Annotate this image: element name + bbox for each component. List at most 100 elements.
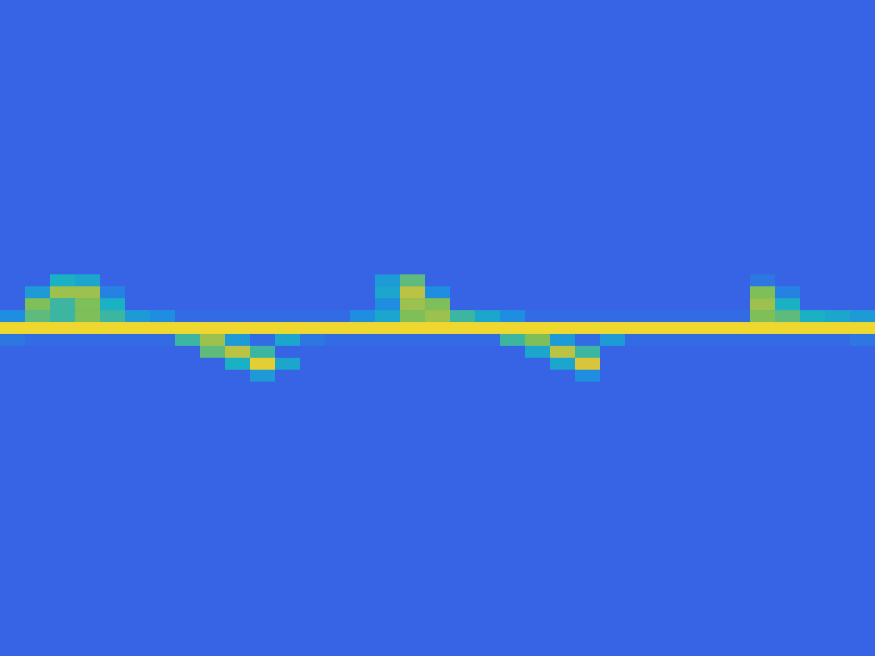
- heatmap-cell: [300, 334, 326, 346]
- heatmap-cell: [425, 274, 451, 286]
- heatmap-cell: [200, 370, 226, 382]
- heatmap-cell: [350, 262, 376, 274]
- heatmap-cell: [275, 370, 301, 382]
- heatmap-cell: [100, 346, 126, 358]
- heatmap-cell: [75, 262, 101, 274]
- heatmap-cell: [525, 298, 551, 310]
- heatmap-cell: [300, 382, 326, 394]
- heatmap-cell: [300, 286, 326, 298]
- heatmap-cell: [175, 346, 201, 358]
- heatmap-cell: [575, 310, 601, 322]
- heatmap-cell: [75, 334, 101, 346]
- heatmap-cell: [400, 382, 426, 394]
- heatmap-cell: [600, 262, 626, 274]
- heatmap-cell: [0, 382, 26, 394]
- heatmap-cell: [75, 286, 101, 298]
- heatmap-cell: [825, 358, 851, 370]
- heatmap-cell: [700, 298, 726, 310]
- heatmap-cell: [325, 298, 351, 310]
- heatmap-cell: [0, 298, 26, 310]
- heatmap-cell: [475, 310, 501, 322]
- heatmap-cell: [0, 262, 26, 274]
- heatmap-cell: [350, 358, 376, 370]
- heatmap-cell: [350, 298, 376, 310]
- heatmap-cell: [200, 322, 226, 334]
- heatmap-cell: [450, 322, 476, 334]
- heatmap-cell: [225, 286, 251, 298]
- heatmap-cell: [700, 262, 726, 274]
- heatmap-cell: [100, 322, 126, 334]
- heatmap-cell: [500, 274, 526, 286]
- heatmap-cell: [500, 358, 526, 370]
- heatmap-cell: [350, 286, 376, 298]
- heatmap-cell: [575, 334, 601, 346]
- heatmap-cell: [325, 346, 351, 358]
- heatmap-cell: [175, 286, 201, 298]
- heatmap-cell: [675, 358, 701, 370]
- heatmap-cell: [325, 358, 351, 370]
- heatmap-cell: [725, 334, 751, 346]
- heatmap-cell: [800, 358, 826, 370]
- heatmap-cell: [200, 274, 226, 286]
- heatmap-cell: [300, 274, 326, 286]
- heatmap-cell: [150, 298, 176, 310]
- heatmap-cell: [0, 370, 26, 382]
- heatmap-cell: [450, 334, 476, 346]
- heatmap-cell: [0, 310, 26, 322]
- heatmap-cell: [700, 334, 726, 346]
- heatmap-cell: [625, 346, 651, 358]
- heatmap-cell: [475, 334, 501, 346]
- heatmap-cell: [750, 334, 776, 346]
- heatmap-cell: [775, 358, 801, 370]
- heatmap-cell: [325, 370, 351, 382]
- heatmap-cell: [400, 322, 426, 334]
- heatmap-cell: [475, 286, 501, 298]
- heatmap-cell: [575, 298, 601, 310]
- heatmap-cell: [775, 334, 801, 346]
- heatmap-cell: [375, 346, 401, 358]
- heatmap-cell: [775, 262, 801, 274]
- heatmap-cell: [250, 286, 276, 298]
- heatmap-cell: [850, 286, 875, 298]
- heatmap-cell: [500, 334, 526, 346]
- heatmap-cell: [550, 298, 576, 310]
- heatmap-cell: [825, 334, 851, 346]
- heatmap-cell: [100, 286, 126, 298]
- chart: [0, 0, 875, 656]
- heatmap-cell: [400, 346, 426, 358]
- heatmap-cell: [600, 310, 626, 322]
- heatmap-cell: [225, 334, 251, 346]
- heatmap-cell: [600, 382, 626, 394]
- heatmap-cell: [675, 322, 701, 334]
- heatmap-cell: [750, 382, 776, 394]
- heatmap-cell: [375, 310, 401, 322]
- heatmap-cell: [125, 382, 151, 394]
- heatmap-cell: [200, 310, 226, 322]
- heatmap-cell: [300, 298, 326, 310]
- heatmap-cell: [725, 346, 751, 358]
- heatmap-cell: [25, 358, 51, 370]
- heatmap-cell: [250, 262, 276, 274]
- heatmap-cell: [825, 370, 851, 382]
- heatmap-cell: [0, 346, 26, 358]
- heatmap-cell: [800, 382, 826, 394]
- heatmap-cell: [400, 370, 426, 382]
- heatmap-cell: [0, 274, 26, 286]
- heatmap-cell: [700, 322, 726, 334]
- heatmap-cell: [450, 274, 476, 286]
- heatmap-cell: [650, 310, 676, 322]
- heatmap-cell: [300, 346, 326, 358]
- heatmap-cell: [375, 286, 401, 298]
- heatmap-cell: [300, 322, 326, 334]
- heatmap-cell: [225, 310, 251, 322]
- heatmap-cell: [175, 358, 201, 370]
- heatmap-cell: [475, 298, 501, 310]
- heatmap-cell: [100, 358, 126, 370]
- heatmap-cell: [375, 382, 401, 394]
- heatmap-cell: [525, 334, 551, 346]
- heatmap-cell: [25, 370, 51, 382]
- heatmap-cell: [600, 370, 626, 382]
- heatmap-cell: [350, 346, 376, 358]
- heatmap-cell: [125, 346, 151, 358]
- heatmap-cell: [50, 262, 76, 274]
